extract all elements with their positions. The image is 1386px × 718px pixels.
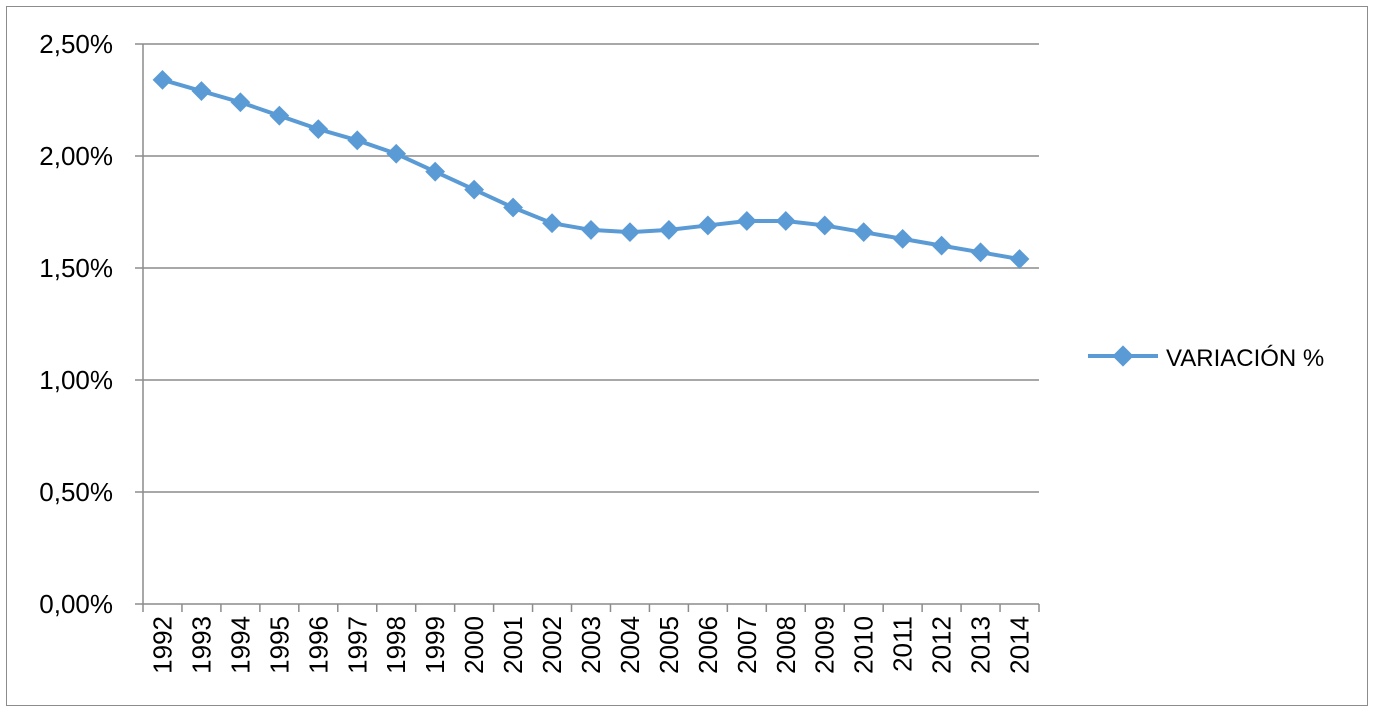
axes	[135, 43, 1040, 612]
x-tick-labels: 1992 1993 1994 1995 1996 1997 1998 1999 2000 2001…	[147, 616, 1034, 674]
x-tick-label: 2004	[615, 616, 645, 674]
series-group	[152, 69, 1030, 269]
data-point	[191, 81, 212, 101]
x-tick-label: 2000	[459, 616, 489, 674]
y-tick-label: 0,00%	[39, 589, 113, 619]
data-point	[814, 215, 835, 236]
x-tick-label: 1996	[303, 616, 333, 674]
x-tick-label: 1999	[420, 616, 450, 674]
x-tick-label: 1997	[342, 616, 372, 674]
x-tick-label: 1993	[186, 616, 216, 674]
y-tick-label: 2,00%	[39, 141, 113, 171]
y-tick-label: 1,00%	[39, 365, 113, 395]
grid-lines	[143, 43, 1039, 493]
legend-label: VARIACIÓN %	[1166, 345, 1324, 372]
data-point	[620, 222, 640, 243]
x-tick-label: 2013	[966, 616, 996, 674]
x-tick-label: 1994	[225, 616, 255, 674]
x-tick-label: 1995	[264, 616, 294, 674]
x-tick-label: 2011	[888, 616, 918, 672]
data-point	[659, 220, 679, 240]
x-tick-label: 2001	[498, 616, 528, 674]
x-tick-label: 2010	[849, 616, 879, 674]
data-point	[581, 220, 601, 240]
data-point	[425, 161, 446, 182]
data-point	[464, 179, 485, 200]
data-point	[697, 215, 718, 236]
y-tick-label: 1,50%	[39, 253, 113, 283]
x-tick-label: 2002	[537, 616, 567, 674]
x-tick-label: 2014	[1005, 616, 1035, 674]
data-point	[970, 242, 991, 263]
data-point	[152, 69, 173, 90]
data-point	[892, 228, 913, 249]
x-tick-label: 2009	[810, 616, 840, 674]
y-tick-labels: 0,00% 0,50% 1,00% 1,50% 2,00% 2,50%	[39, 29, 113, 619]
data-point	[269, 105, 290, 126]
x-tick-label: 2007	[732, 616, 762, 674]
data-point	[1009, 249, 1030, 269]
data-point	[503, 197, 523, 218]
x-tick-label: 2006	[693, 616, 723, 674]
data-point	[347, 130, 368, 151]
x-tick-label: 1998	[381, 616, 411, 674]
data-point	[386, 143, 407, 164]
data-point	[230, 92, 251, 113]
x-tick-label: 2008	[771, 616, 801, 674]
y-tick-label: 2,50%	[39, 29, 113, 59]
x-tick-label: 2012	[927, 616, 957, 674]
x-tick-label: 2005	[654, 616, 684, 674]
data-point	[853, 222, 874, 243]
data-point	[308, 119, 329, 140]
data-point	[736, 211, 757, 231]
legend-marker	[1112, 345, 1134, 367]
legend: VARIACIÓN %	[1088, 345, 1324, 372]
x-tick-label: 1992	[147, 616, 177, 674]
y-tick-label: 0,50%	[39, 477, 113, 507]
data-point	[542, 213, 562, 234]
data-point	[931, 235, 952, 256]
x-tick-label: 2003	[576, 616, 606, 674]
data-point	[775, 211, 796, 231]
